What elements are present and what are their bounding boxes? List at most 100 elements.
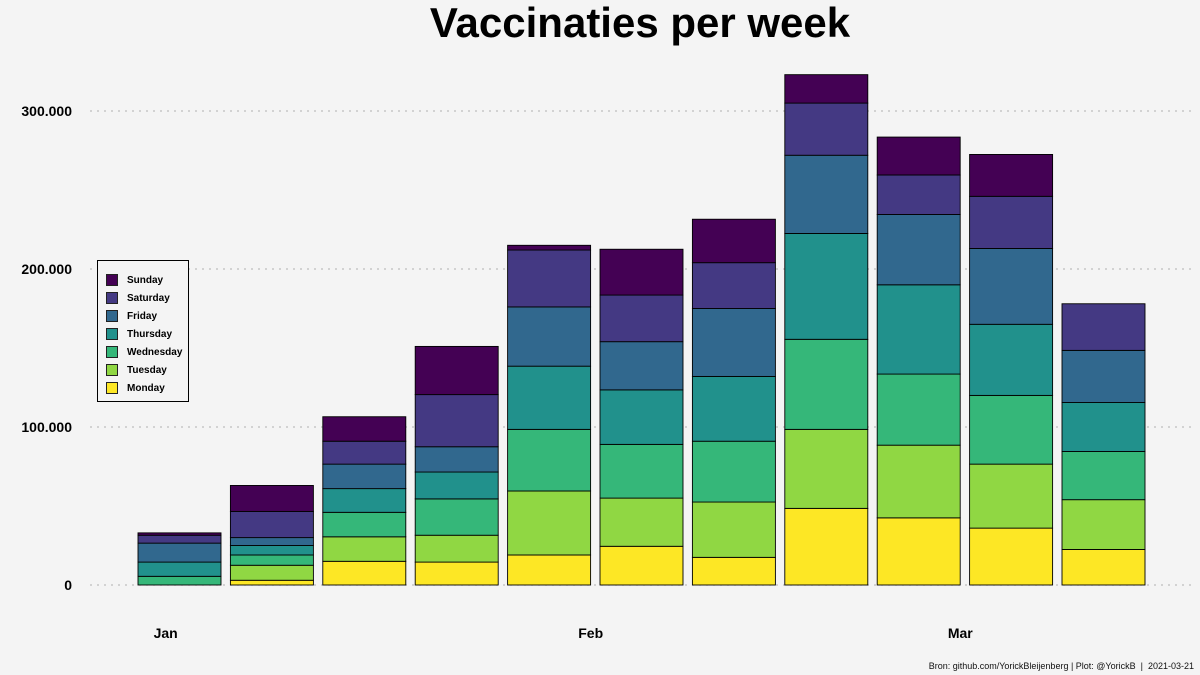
bar-segment-sunday <box>784 74 869 104</box>
bar-segment-saturday <box>876 174 961 215</box>
legend-swatch <box>106 292 118 304</box>
bar-segment-thursday <box>1061 402 1146 452</box>
bar-segment-tuesday <box>414 534 499 563</box>
bar-segment-thursday <box>784 232 869 340</box>
bar-segment-friday <box>507 306 592 367</box>
bar-segment-tuesday <box>969 463 1054 529</box>
legend-label: Thursday <box>127 328 173 340</box>
legend-label: Monday <box>127 382 165 394</box>
legend-item-sunday: Sunday <box>106 273 163 287</box>
bar-stack <box>414 345 499 586</box>
y-axis: 0 100.000 200.000 300.000 <box>21 103 72 593</box>
legend-swatch <box>106 274 118 286</box>
bar-segment-wednesday <box>414 498 499 536</box>
legend-label: Wednesday <box>127 346 183 358</box>
bar-segment-thursday <box>414 471 499 500</box>
bar-segment-thursday <box>322 488 407 513</box>
bar-segment-monday <box>969 527 1054 586</box>
legend-item-wednesday: Wednesday <box>106 345 182 359</box>
bar-segment-sunday <box>876 136 961 176</box>
bar-segment-monday <box>229 579 314 586</box>
legend-swatch <box>106 310 118 322</box>
bar-segment-wednesday <box>137 575 222 586</box>
bar-segment-sunday <box>969 153 1054 197</box>
bar-segment-thursday <box>599 389 684 445</box>
bar-segment-thursday <box>691 375 776 442</box>
bar-segment-friday <box>137 542 222 563</box>
bar-stack <box>691 218 776 586</box>
bar-segment-saturday <box>322 440 407 465</box>
legend-swatch <box>106 364 118 376</box>
legend-item-thursday: Thursday <box>106 327 172 341</box>
bar-segment-tuesday <box>1061 499 1146 550</box>
x-axis: Jan Feb Mar <box>154 625 974 641</box>
bar-segment-sunday <box>507 244 592 251</box>
y-tick-label: 0 <box>64 577 72 593</box>
legend-label: Sunday <box>127 274 164 286</box>
bar-segment-wednesday <box>1061 451 1146 501</box>
bar-segment-monday <box>507 554 592 586</box>
bar-segment-saturday <box>784 102 869 156</box>
bar-segment-sunday <box>414 345 499 396</box>
y-tick-label: 200.000 <box>21 261 72 277</box>
bar-segment-sunday <box>137 532 222 536</box>
bar-segment-sunday <box>322 416 407 442</box>
bar-segment-tuesday <box>599 497 684 547</box>
legend-swatch <box>106 382 118 394</box>
bar-segment-friday <box>969 248 1054 325</box>
bar-segment-thursday <box>876 284 961 375</box>
x-tick-label: Jan <box>154 625 178 641</box>
bar-segment-saturday <box>969 195 1054 249</box>
bar-segment-wednesday <box>322 511 407 538</box>
bar-segment-sunday <box>599 248 684 296</box>
bar-segment-saturday <box>137 534 222 544</box>
legend-item-monday: Monday <box>106 381 165 395</box>
bar-stack <box>507 244 592 586</box>
bar-stack <box>969 153 1054 586</box>
bar-segment-monday <box>691 556 776 586</box>
bar-segment-thursday <box>229 545 314 556</box>
bar-segment-wednesday <box>784 338 869 430</box>
bar-segment-friday <box>691 308 776 377</box>
legend-swatch <box>106 346 118 358</box>
bar-segment-saturday <box>507 249 592 308</box>
bar-segment-wednesday <box>599 443 684 499</box>
bar-stack <box>322 416 407 586</box>
bar-segment-friday <box>229 537 314 546</box>
legend-item-friday: Friday <box>106 309 157 323</box>
x-tick-label: Mar <box>948 625 973 641</box>
source-caption: Bron: github.com/YorickBleijenberg | Plo… <box>928 661 1194 671</box>
bar-segment-saturday <box>599 294 684 343</box>
bar-segment-thursday <box>507 365 592 430</box>
legend-item-saturday: Saturday <box>106 291 170 305</box>
bar-segment-tuesday <box>507 490 592 556</box>
bar-segment-monday <box>1061 549 1146 586</box>
bar-stack <box>229 485 314 586</box>
bar-stack <box>1061 303 1146 586</box>
bar-segment-tuesday <box>876 444 961 519</box>
bar-segment-friday <box>876 214 961 286</box>
legend: Sunday Saturday Friday Thursday Wednesday Tue… <box>97 260 189 402</box>
bars-layer <box>137 74 1146 586</box>
bar-segment-sunday <box>691 218 776 264</box>
bar-segment-wednesday <box>507 428 592 492</box>
bar-segment-monday <box>784 507 869 586</box>
bar-segment-thursday <box>969 323 1054 396</box>
bar-segment-monday <box>322 560 407 586</box>
bar-segment-friday <box>599 341 684 391</box>
bar-segment-sunday <box>229 485 314 512</box>
y-tick-label: 300.000 <box>21 103 72 119</box>
bar-segment-thursday <box>137 561 222 577</box>
y-tick-label: 100.000 <box>21 419 72 435</box>
bar-segment-wednesday <box>969 394 1054 465</box>
bar-segment-saturday <box>229 511 314 539</box>
legend-swatch <box>106 328 118 340</box>
legend-label: Tuesday <box>127 364 167 376</box>
bar-segment-wednesday <box>691 440 776 503</box>
bar-segment-tuesday <box>784 428 869 509</box>
bar-segment-saturday <box>414 394 499 448</box>
bar-segment-tuesday <box>322 536 407 562</box>
chart-title: Vaccinaties per week <box>429 0 851 46</box>
bar-stack <box>599 248 684 586</box>
